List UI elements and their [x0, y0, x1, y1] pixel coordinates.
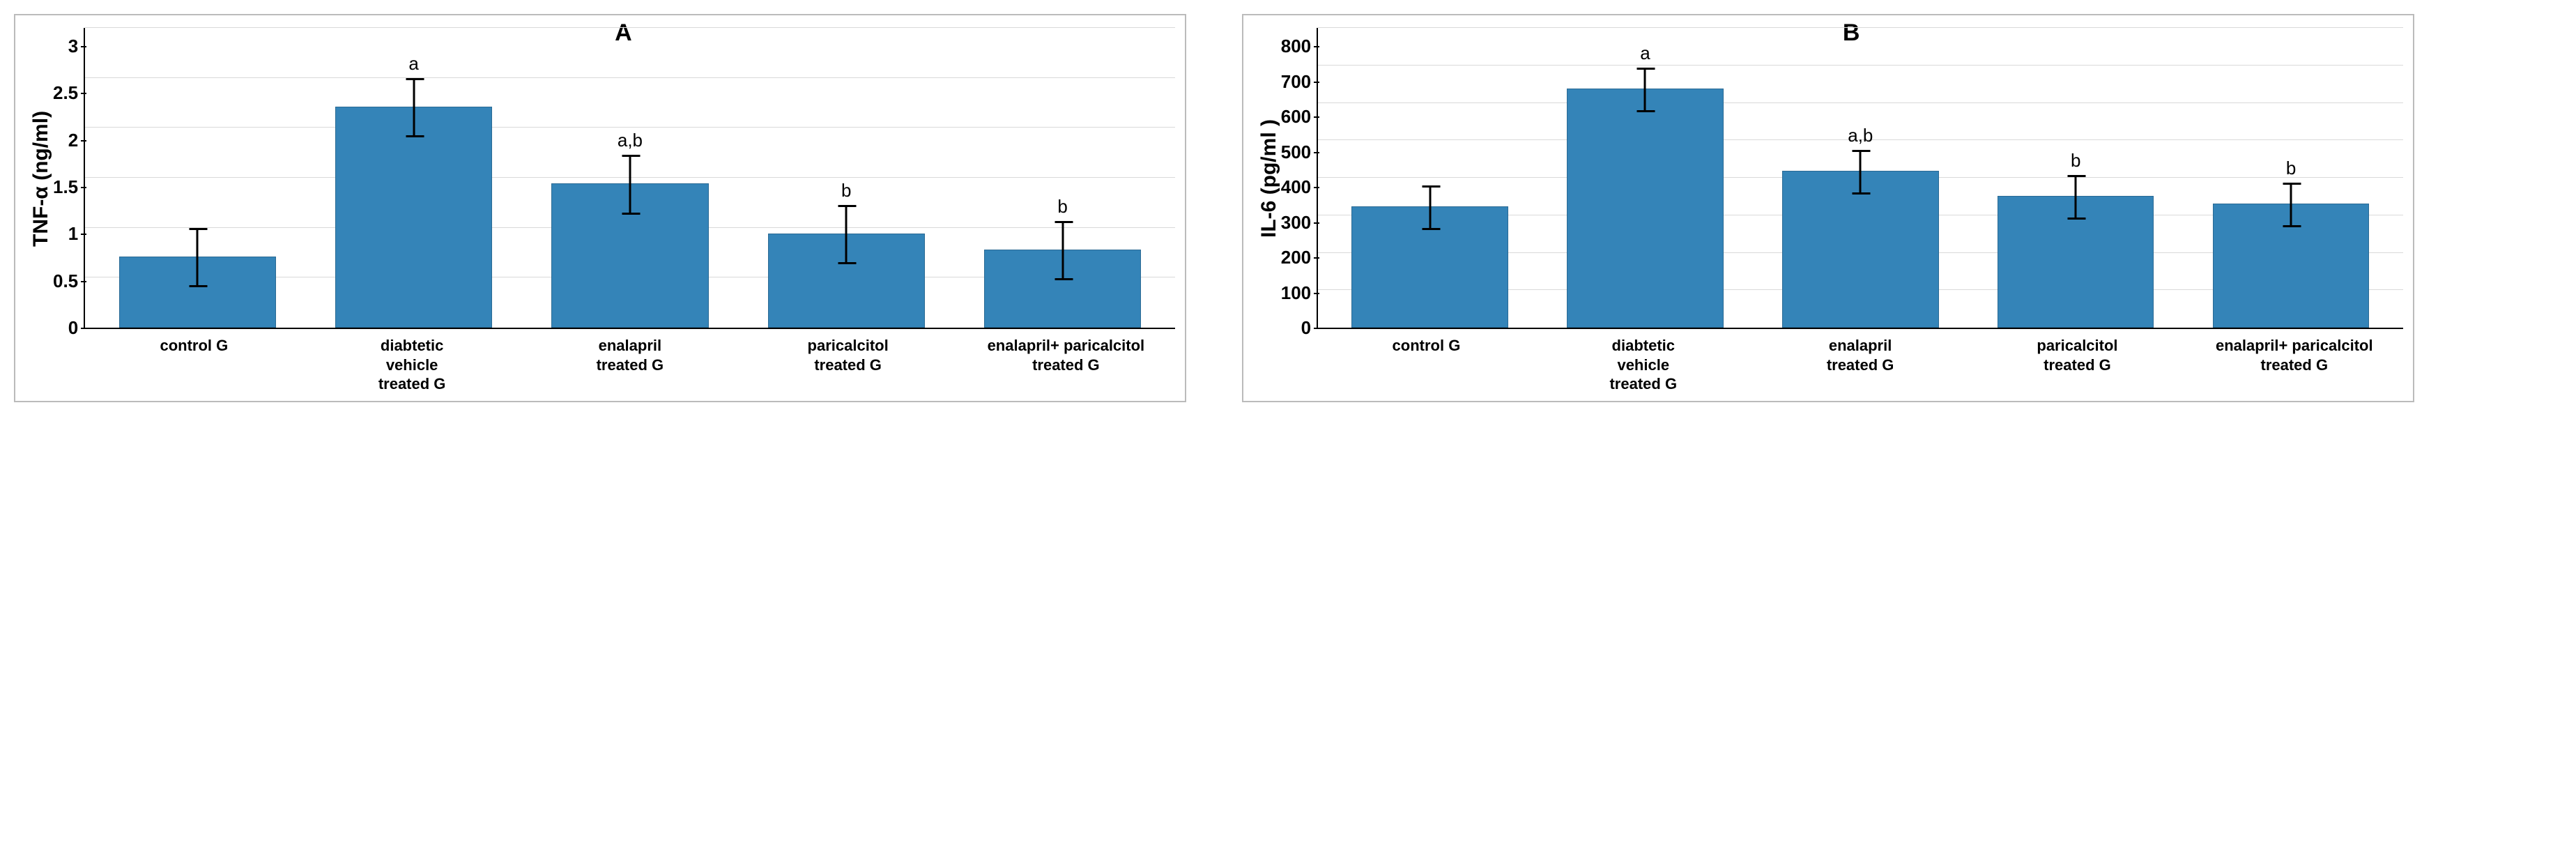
x-tick-label: enalapriltreated G — [521, 329, 739, 394]
significance-label: a,b — [618, 130, 643, 151]
x-axis-labels: control Gdiabteticvehicletreated Genalap… — [1253, 329, 2403, 394]
y-tick: 1 — [68, 224, 78, 243]
x-tick-label: control G — [1318, 329, 1535, 394]
bar-slot: a — [305, 107, 521, 328]
plot-wrap: IL-6 (pg/ml ) 8007006005004003002001000 … — [1253, 28, 2403, 329]
bar-slot — [1322, 206, 1538, 328]
x-tick-label: diabteticvehicletreated G — [303, 329, 521, 394]
x-tick-label: enalapriltreated G — [1751, 329, 1968, 394]
y-tick: 400 — [1281, 178, 1311, 196]
x-tick-label: diabteticvehicletreated G — [1535, 329, 1751, 394]
y-axis-ticks: 8007006005004003002001000 — [1281, 28, 1317, 328]
y-axis-ticks: 32.521.510.50 — [53, 28, 84, 328]
plot-wrap: TNF-α (ng/ml) 32.521.510.50 aa,bbb — [25, 28, 1175, 329]
bar — [1567, 89, 1723, 328]
significance-label: b — [841, 180, 851, 201]
error-bar — [629, 155, 631, 213]
y-tick: 3 — [68, 37, 78, 55]
x-tick-label: paricalcitoltreated G — [739, 329, 957, 394]
y-tick: 600 — [1281, 107, 1311, 125]
y-tick: 0.5 — [53, 272, 78, 290]
y-tick: 800 — [1281, 37, 1311, 55]
panel-a: A TNF-α (ng/ml) 32.521.510.50 aa,bbb con… — [14, 14, 1186, 402]
error-bar — [413, 79, 415, 137]
error-bar — [1061, 222, 1064, 280]
significance-label: b — [1057, 196, 1067, 218]
bar-slot: b — [2184, 204, 2399, 328]
significance-label: a,b — [1848, 125, 1873, 146]
significance-label: b — [2286, 158, 2296, 179]
significance-label: b — [2071, 150, 2080, 171]
y-tick: 2 — [68, 131, 78, 149]
significance-label: a — [408, 53, 418, 75]
y-axis-label: IL-6 (pg/ml ) — [1253, 28, 1281, 329]
plot-area: aa,bbb — [1317, 28, 2402, 329]
x-tick-label: enalapril+ paricalcitoltreated G — [2186, 329, 2402, 394]
y-tick: 2.5 — [53, 84, 78, 102]
bars-container: aa,bbb — [1318, 28, 2402, 328]
bar-slot — [89, 257, 305, 328]
error-bar — [197, 229, 199, 287]
x-tick-label: enalapril+ paricalcitoltreated G — [957, 329, 1175, 394]
bar-slot: b — [1968, 196, 2184, 328]
y-tick: 1.5 — [53, 178, 78, 196]
significance-label: a — [1640, 43, 1650, 64]
y-axis-label: TNF-α (ng/ml) — [25, 28, 53, 329]
bar-slot: a,b — [522, 183, 738, 328]
bar-slot: a,b — [1753, 171, 1968, 328]
error-bar — [2290, 183, 2292, 227]
y-tick: 200 — [1281, 248, 1311, 266]
bar-slot: b — [738, 234, 954, 328]
error-bar — [845, 206, 848, 264]
y-tick: 0 — [68, 319, 78, 337]
bars-container: aa,bbb — [85, 28, 1175, 328]
x-axis-labels: control Gdiabteticvehicletreated Genalap… — [25, 329, 1175, 394]
error-bar — [1644, 68, 1646, 112]
y-tick: 0 — [1301, 319, 1311, 337]
plot-area: aa,bbb — [84, 28, 1175, 329]
y-tick: 300 — [1281, 213, 1311, 231]
y-tick: 500 — [1281, 143, 1311, 161]
y-tick: 700 — [1281, 73, 1311, 91]
x-tick-label: control G — [85, 329, 303, 394]
bar — [335, 107, 492, 328]
bar-slot: a — [1538, 89, 1753, 328]
panel-b: B IL-6 (pg/ml ) 800700600500400300200100… — [1242, 14, 2414, 402]
x-tick-label: paricalcitoltreated G — [1969, 329, 2186, 394]
y-tick: 100 — [1281, 284, 1311, 302]
bar-slot: b — [954, 250, 1170, 328]
error-bar — [2075, 176, 2077, 219]
error-bar — [1860, 151, 1862, 194]
error-bar — [1429, 186, 1431, 229]
